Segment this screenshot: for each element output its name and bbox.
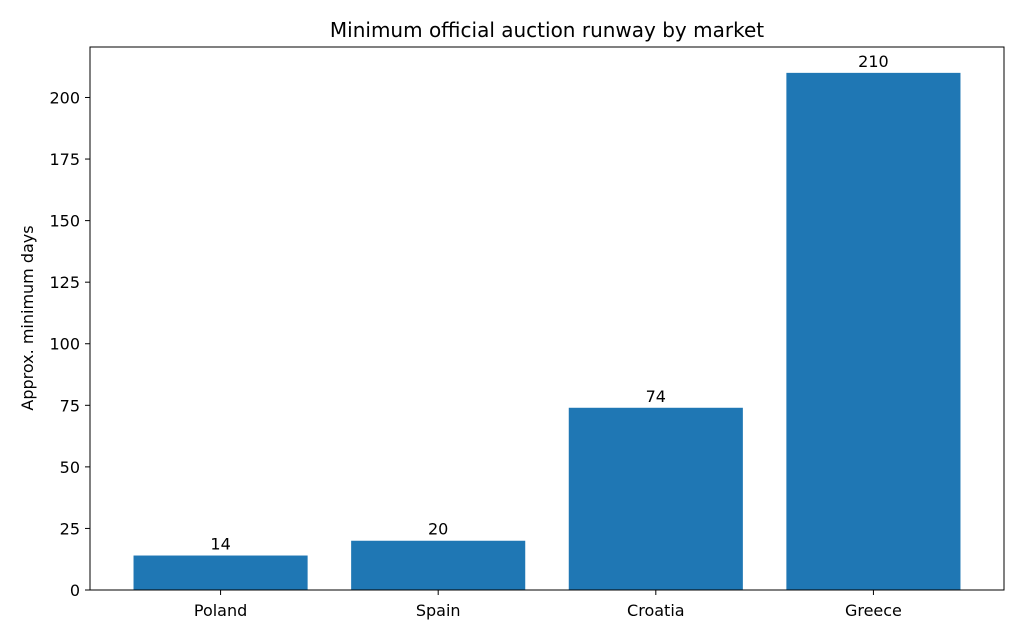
- bars-group: [133, 72, 961, 591]
- x-tick-label-spain: Spain: [416, 601, 461, 620]
- bar-greece: [786, 72, 961, 591]
- y-axis: 0 25 50 75 100 125 150 175 200: [49, 88, 90, 600]
- y-tick-label: 0: [70, 581, 80, 600]
- y-tick-label: 100: [49, 335, 80, 354]
- chart-title: Minimum official auction runway by marke…: [330, 18, 764, 42]
- y-tick-label: 200: [49, 88, 80, 107]
- bar-spain: [351, 540, 526, 590]
- y-tick-label: 150: [49, 212, 80, 231]
- data-label-poland: 14: [210, 535, 230, 554]
- bar-poland: [133, 555, 308, 590]
- x-axis: Poland Spain Croatia Greece: [194, 590, 902, 620]
- plot-frame: [89, 46, 1005, 591]
- data-labels-group: 14 20 74 210: [210, 52, 888, 554]
- y-axis-label: Approx. minimum days: [18, 225, 37, 410]
- bar-croatia: [568, 407, 743, 590]
- y-tick-label: 25: [60, 519, 80, 538]
- x-tick-label-greece: Greece: [845, 601, 902, 620]
- y-tick-label: 125: [49, 273, 80, 292]
- data-label-spain: 20: [428, 520, 448, 539]
- y-tick-label: 75: [60, 396, 80, 415]
- data-label-greece: 210: [858, 52, 889, 71]
- x-tick-label-poland: Poland: [194, 601, 247, 620]
- data-label-croatia: 74: [646, 387, 666, 406]
- x-tick-label-croatia: Croatia: [627, 601, 685, 620]
- y-tick-label: 175: [49, 150, 80, 169]
- y-tick-label: 50: [60, 458, 80, 477]
